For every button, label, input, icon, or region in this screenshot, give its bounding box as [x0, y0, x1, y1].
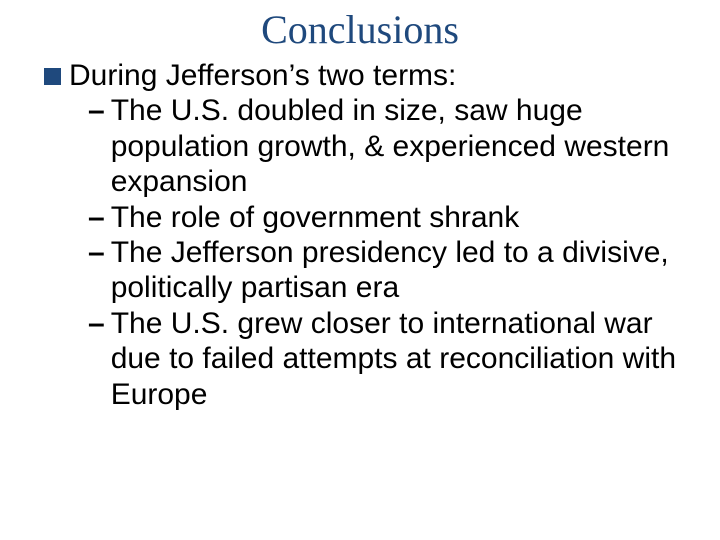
dash-bullet-icon: –: [88, 93, 105, 128]
level2-text: The U.S. doubled in size, saw huge popul…: [111, 93, 710, 199]
slide-body: During Jefferson’s two terms: – The U.S.…: [44, 58, 710, 412]
level2-item: – The U.S. doubled in size, saw huge pop…: [88, 93, 710, 199]
level2-item: – The Jefferson presidency led to a divi…: [88, 235, 710, 306]
dash-bullet-icon: –: [88, 235, 105, 270]
level2-text: The role of government shrank: [111, 200, 520, 235]
level2-item: – The U.S. grew closer to international …: [88, 306, 710, 412]
level2-text: The Jefferson presidency led to a divisi…: [111, 235, 710, 306]
slide-title: Conclusions: [0, 6, 720, 53]
level2-item: – The role of government shrank: [88, 200, 710, 235]
level2-text: The U.S. grew closer to international wa…: [111, 306, 710, 412]
level1-item: During Jefferson’s two terms:: [44, 58, 710, 93]
square-bullet-icon: [44, 68, 61, 85]
level1-text: During Jefferson’s two terms:: [69, 58, 456, 93]
slide: Conclusions During Jefferson’s two terms…: [0, 0, 720, 540]
dash-bullet-icon: –: [88, 306, 105, 341]
dash-bullet-icon: –: [88, 200, 105, 235]
